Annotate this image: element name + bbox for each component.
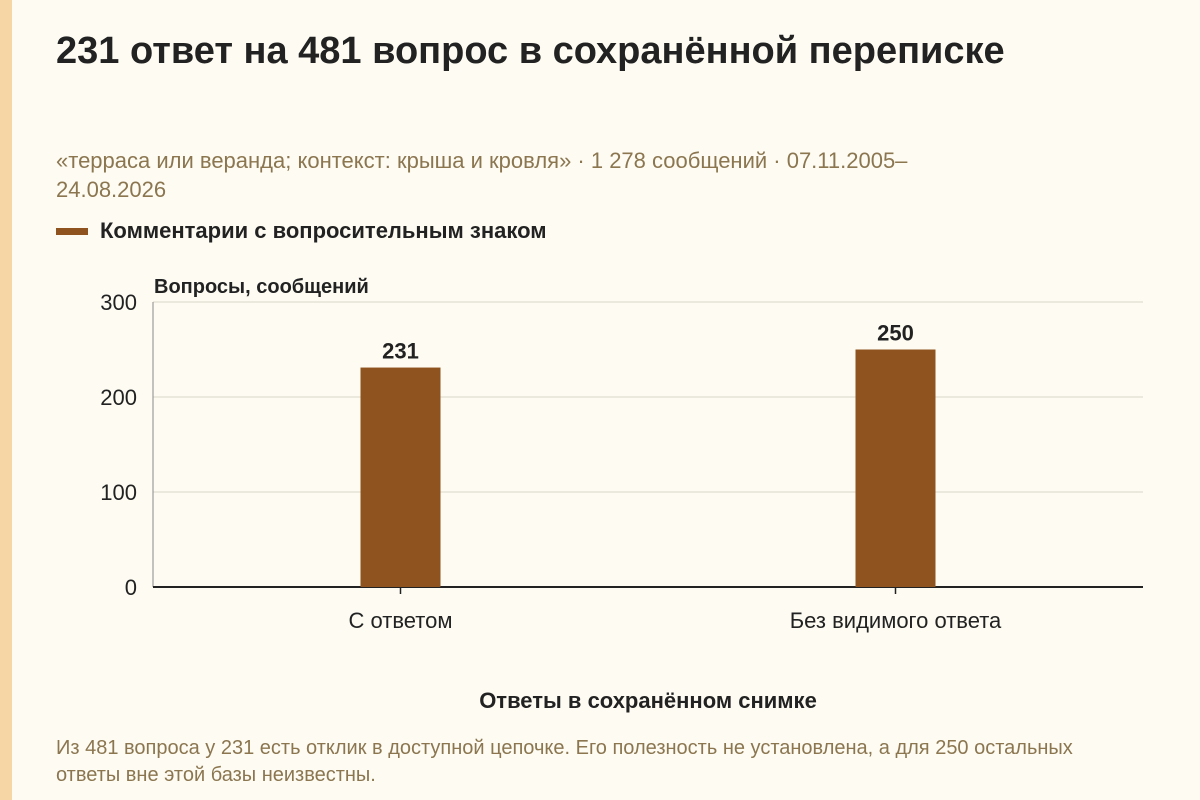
y-tick-label: 100 (100, 480, 137, 505)
x-tick-label: Без видимого ответа (790, 608, 1002, 633)
footer-note: Из 481 вопроса у 231 есть отклик в досту… (56, 737, 1073, 786)
chart-subtitle: «терраса или веранда; контекст: крыша и … (56, 148, 908, 202)
left-accent-stripe (0, 0, 12, 800)
x-axis-title: Ответы в сохранённом снимке (479, 688, 817, 713)
bar (855, 349, 936, 587)
data-label: 250 (877, 321, 914, 346)
legend: Комментарии с вопросительным знаком (56, 218, 547, 244)
y-tick-label: 200 (100, 385, 137, 410)
data-label: 231 (382, 339, 419, 364)
labels: 0 100 200 300 Вопросы, сообщений 231 С ответом… (100, 276, 1002, 713)
axes (152, 302, 1143, 594)
bar (360, 367, 441, 587)
legend-label: Комментарии с вопросительным знаком (100, 218, 547, 243)
bars (360, 349, 936, 587)
x-tick-label: С ответом (349, 608, 453, 633)
legend-swatch (56, 227, 88, 235)
y-tick-label: 0 (125, 575, 137, 600)
grid-lines (153, 301, 1143, 493)
y-axis-title: Вопросы, сообщений (154, 276, 369, 298)
y-tick-label: 300 (100, 290, 137, 315)
chart-title: 231 ответ на 481 вопрос в сохранённой пе… (56, 30, 1005, 72)
